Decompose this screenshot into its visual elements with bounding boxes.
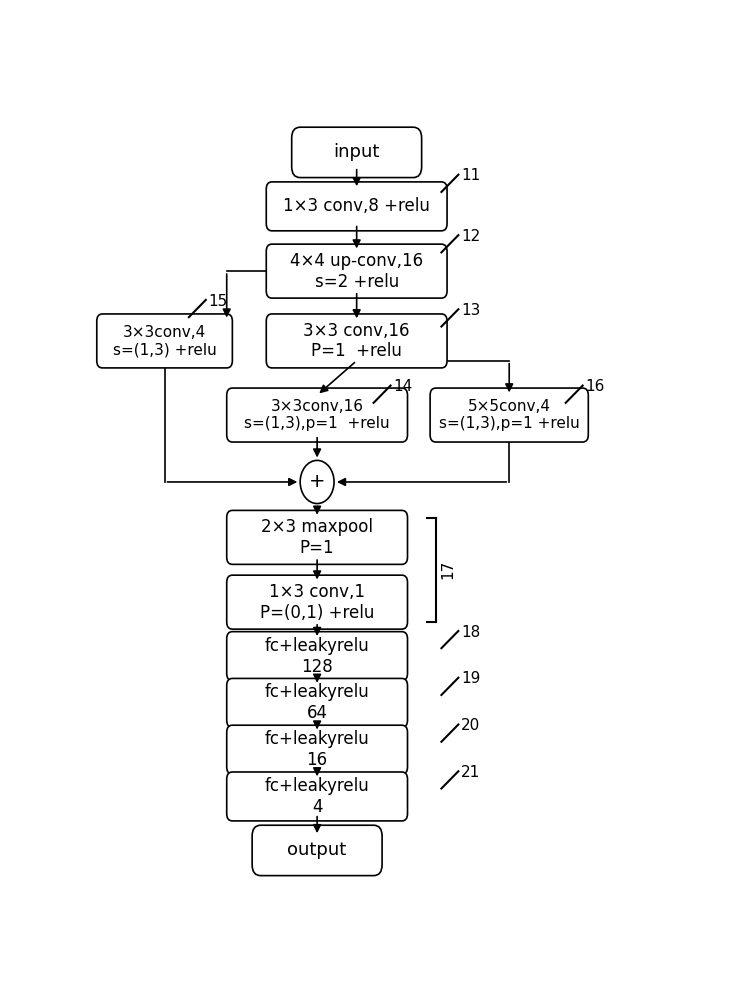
Text: 3×3conv,4
s=(1,3) +relu: 3×3conv,4 s=(1,3) +relu (113, 325, 217, 357)
Text: 3×3 conv,16
P=1  +relu: 3×3 conv,16 P=1 +relu (303, 322, 410, 360)
FancyBboxPatch shape (266, 182, 447, 231)
Text: fc+leakyrelu
128: fc+leakyrelu 128 (265, 637, 370, 676)
Text: 16: 16 (585, 379, 605, 394)
FancyBboxPatch shape (252, 825, 382, 876)
FancyBboxPatch shape (97, 314, 233, 368)
FancyBboxPatch shape (227, 678, 408, 727)
FancyBboxPatch shape (266, 314, 447, 368)
Text: 12: 12 (461, 229, 480, 244)
Text: input: input (333, 143, 380, 161)
Text: 3×3conv,16
s=(1,3),p=1  +relu: 3×3conv,16 s=(1,3),p=1 +relu (244, 399, 390, 431)
Text: output: output (287, 841, 347, 859)
FancyBboxPatch shape (227, 510, 408, 564)
Text: fc+leakyrelu
64: fc+leakyrelu 64 (265, 683, 370, 722)
Text: 1×3 conv,1
P=(0,1) +relu: 1×3 conv,1 P=(0,1) +relu (260, 583, 374, 622)
Text: 17: 17 (440, 560, 456, 579)
Text: 11: 11 (461, 168, 480, 183)
Text: fc+leakyrelu
4: fc+leakyrelu 4 (265, 777, 370, 816)
Text: 14: 14 (394, 379, 413, 394)
Text: 15: 15 (208, 294, 228, 309)
Text: 21: 21 (461, 765, 480, 780)
FancyBboxPatch shape (227, 725, 408, 774)
Text: 13: 13 (461, 303, 480, 318)
FancyBboxPatch shape (430, 388, 588, 442)
FancyBboxPatch shape (266, 244, 447, 298)
FancyBboxPatch shape (292, 127, 421, 178)
Text: 1×3 conv,8 +relu: 1×3 conv,8 +relu (284, 197, 430, 215)
Text: 18: 18 (461, 625, 480, 640)
Text: +: + (309, 472, 325, 491)
FancyBboxPatch shape (227, 772, 408, 821)
Text: 4×4 up-conv,16
s=2 +relu: 4×4 up-conv,16 s=2 +relu (290, 252, 424, 291)
Text: 5×5conv,4
s=(1,3),p=1 +relu: 5×5conv,4 s=(1,3),p=1 +relu (439, 399, 580, 431)
FancyBboxPatch shape (227, 632, 408, 681)
Text: 19: 19 (461, 671, 480, 686)
Text: 2×3 maxpool
P=1: 2×3 maxpool P=1 (261, 518, 373, 557)
FancyBboxPatch shape (227, 575, 408, 629)
Text: fc+leakyrelu
16: fc+leakyrelu 16 (265, 730, 370, 769)
Text: 20: 20 (461, 718, 480, 733)
FancyBboxPatch shape (227, 388, 408, 442)
